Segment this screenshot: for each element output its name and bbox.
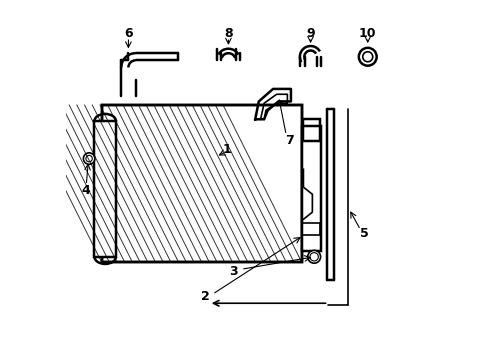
Text: 7: 7 [284,134,293,147]
Text: 1: 1 [222,143,230,156]
Text: 8: 8 [224,27,232,40]
Bar [102,105,301,262]
Text: 4: 4 [81,184,90,197]
Circle shape [309,253,318,261]
Circle shape [358,48,376,66]
Text: 9: 9 [305,27,314,40]
Text: 2: 2 [201,289,209,303]
Text: 5: 5 [359,227,368,240]
Circle shape [83,153,95,164]
Circle shape [86,156,92,162]
Text: 10: 10 [358,27,376,40]
Bar [102,105,301,262]
Bar [301,223,319,235]
Bar [94,121,116,257]
Circle shape [362,52,372,62]
Text: 6: 6 [124,27,132,40]
Circle shape [307,250,320,263]
Bar [303,119,319,141]
Text: 3: 3 [229,265,238,278]
Bar [301,126,321,251]
